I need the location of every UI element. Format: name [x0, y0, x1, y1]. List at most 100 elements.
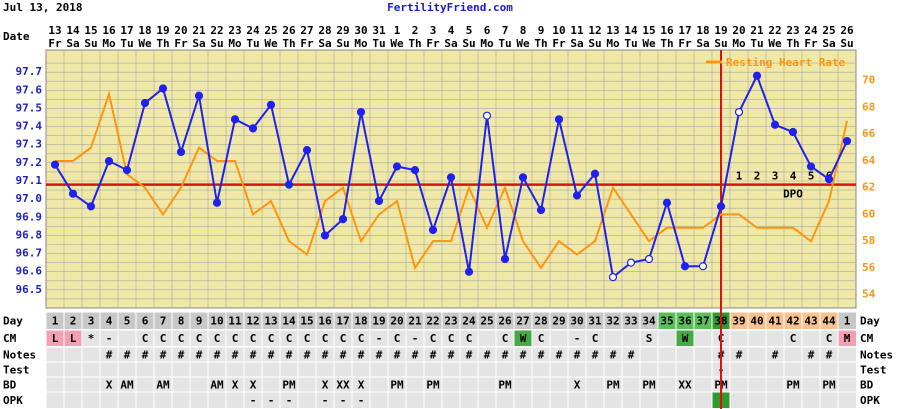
- x-tick-label: 17: [120, 24, 133, 37]
- weekday-label: Fr: [678, 37, 692, 50]
- table-cell: 41: [768, 315, 782, 328]
- table-cell: 22: [426, 315, 439, 328]
- table-cell: -: [376, 332, 383, 345]
- table-cell: -: [106, 332, 113, 345]
- weekday-label: Su: [714, 37, 727, 50]
- table-cell: #: [448, 349, 455, 362]
- table-cell: XX: [336, 379, 350, 392]
- table-cell: #: [466, 349, 473, 362]
- dpo-number: 4: [790, 170, 797, 183]
- table-cell-highlight: [730, 312, 748, 329]
- weekday-label: Mo: [480, 37, 494, 50]
- table-cell-highlight: [208, 312, 226, 329]
- table-cell: #: [232, 349, 239, 362]
- table-cell: 32: [606, 315, 619, 328]
- table-cell: #: [286, 349, 293, 362]
- y2-tick-label: 54: [862, 288, 876, 301]
- weekday-label: We: [138, 37, 152, 50]
- temperature-point: [356, 107, 366, 117]
- table-cell-highlight: [640, 312, 658, 329]
- temperature-point: [788, 127, 798, 137]
- table-cell-highlight: [838, 312, 856, 329]
- x-tick-label: 14: [624, 24, 638, 37]
- x-tick-label: 4: [448, 24, 455, 37]
- weekday-label: Tu: [498, 37, 511, 50]
- y2-tick-label: 64: [862, 154, 876, 167]
- table-cell: #: [826, 349, 833, 362]
- y-tick-label: 96.6: [16, 265, 43, 278]
- table-cell: #: [538, 349, 545, 362]
- weekday-label: Sa: [570, 37, 583, 50]
- table-cell: X: [322, 379, 329, 392]
- table-cell: -: [286, 394, 293, 407]
- weekday-label: Sa: [318, 37, 331, 50]
- row-label-right: OPK: [860, 394, 880, 407]
- table-cell-highlight: [352, 312, 370, 329]
- temperature-point: [806, 162, 816, 171]
- weekday-label: Tu: [120, 37, 133, 50]
- table-cell: #: [502, 349, 509, 362]
- table-cell: C: [790, 332, 797, 345]
- table-cell-highlight: [622, 312, 640, 329]
- table-cell: AM: [156, 379, 170, 392]
- table-cell: 24: [462, 315, 476, 328]
- temperature-point: [446, 173, 456, 182]
- table-cell: #: [394, 349, 401, 362]
- table-cell: #: [574, 349, 581, 362]
- x-tick-label: 17: [678, 24, 691, 37]
- table-cell: -: [358, 394, 365, 407]
- table-cell: -: [574, 332, 581, 345]
- weekday-label: Tu: [246, 37, 259, 50]
- y-tick-label: 97.7: [16, 65, 43, 78]
- table-cell: #: [772, 349, 779, 362]
- table-cell: 2: [70, 315, 77, 328]
- temperature-point: [176, 147, 186, 157]
- table-cell-highlight: [100, 312, 118, 329]
- table-cell: 12: [246, 315, 259, 328]
- x-tick-label: 29: [336, 24, 349, 37]
- temperature-point: [86, 202, 96, 211]
- x-tick-label: 18: [696, 24, 709, 37]
- weekday-label: Th: [282, 37, 295, 50]
- table-cell-highlight: [838, 330, 856, 346]
- table-cell: PM: [390, 379, 404, 392]
- table-cell: M: [844, 332, 851, 345]
- table-cell: #: [304, 349, 311, 362]
- y2-tick-label: 66: [862, 127, 876, 140]
- temperature-point: [230, 115, 240, 124]
- y-tick-label: 97.6: [16, 83, 43, 96]
- x-tick-label: 15: [642, 24, 655, 37]
- table-cell: L: [70, 332, 77, 345]
- table-cell: C: [304, 332, 311, 345]
- table-cell: C: [394, 332, 401, 345]
- table-cell: 37: [696, 315, 709, 328]
- x-tick-label: 12: [588, 24, 601, 37]
- table-cell-highlight: [766, 312, 784, 329]
- y2-tick-label: 62: [862, 181, 875, 194]
- x-tick-label: 24: [804, 24, 818, 37]
- temperature-point: [248, 124, 258, 133]
- table-cell-highlight: [586, 312, 604, 329]
- site-name: FertilityFriend.com: [387, 1, 513, 14]
- weekday-label: Tu: [372, 37, 385, 50]
- row-label-right: Day: [860, 315, 880, 328]
- weekday-label: Sa: [66, 37, 79, 50]
- table-cell-highlight: [64, 330, 82, 346]
- row-label: Notes: [3, 349, 36, 362]
- temperature-point: [770, 120, 780, 129]
- table-cell: 33: [624, 315, 637, 328]
- y2-tick-label: 58: [862, 234, 875, 247]
- table-cell-highlight: [262, 312, 280, 329]
- weekday-label: Th: [660, 37, 673, 50]
- table-row-background: [46, 347, 856, 362]
- weekday-label: Mo: [732, 37, 746, 50]
- temperature-point: [680, 262, 690, 271]
- table-cell: C: [502, 332, 509, 345]
- table-cell: 14: [282, 315, 296, 328]
- table-cell: 25: [480, 315, 493, 328]
- table-cell: C: [430, 332, 437, 345]
- table-cell-highlight: [64, 312, 82, 329]
- x-tick-label: 1: [394, 24, 401, 37]
- row-label: OPK: [3, 394, 23, 407]
- table-cell-highlight: [280, 312, 298, 329]
